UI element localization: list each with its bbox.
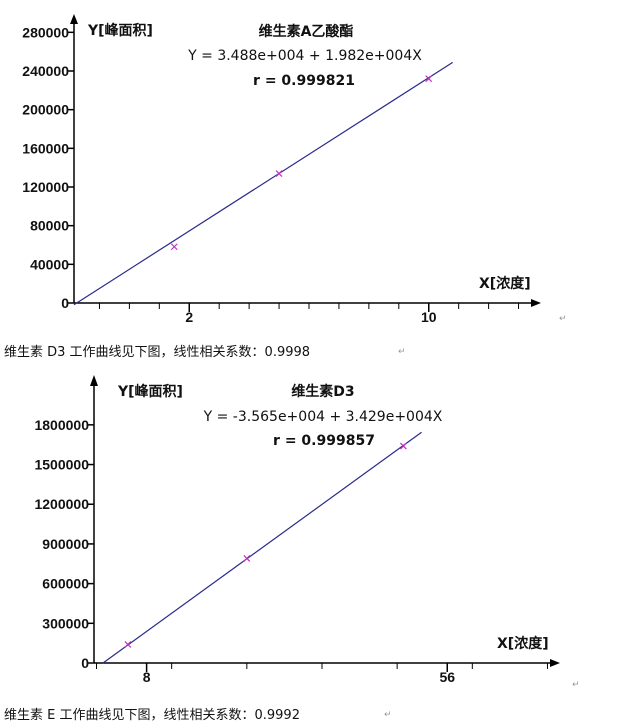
chart-vitamin-a-acetate: Y[峰面积] X[浓度] 维生素A乙酸酯 Y = 3.488e+004 + 1.… bbox=[22, 14, 541, 325]
chart-title: 维生素D3 bbox=[291, 383, 354, 400]
x-tick-label: 2 bbox=[185, 309, 193, 325]
y-tick-label: 900000 bbox=[42, 536, 89, 552]
data-point bbox=[275, 170, 283, 177]
paragraph-mark-1: ↵ bbox=[559, 314, 567, 324]
data-point bbox=[399, 442, 407, 450]
data-points bbox=[124, 442, 407, 648]
fit-line bbox=[102, 431, 422, 664]
y-tick-label: 600000 bbox=[42, 576, 89, 592]
x-axis-label: X[浓度] bbox=[479, 275, 531, 292]
x-tick-label: 8 bbox=[143, 669, 151, 685]
fit-line bbox=[73, 61, 454, 306]
paragraph-mark-4: ↵ bbox=[384, 710, 392, 720]
data-points bbox=[170, 75, 433, 251]
y-axis-label: Y[峰面积] bbox=[87, 22, 153, 39]
caption-d3: 维生素 D3 工作曲线见下图，线性相关系数：0.9998 bbox=[4, 345, 311, 360]
y-tick-label: 0 bbox=[81, 655, 89, 671]
y-ticks: 0 40000 80000 120000 160000 200000 240000 28000… bbox=[22, 24, 74, 311]
chart-vitamin-d3: Y[峰面积] X[浓度] 维生素D3 Y = -3.565e+004 + 3.4… bbox=[34, 375, 560, 685]
data-point bbox=[425, 75, 433, 83]
x-tick-label: 56 bbox=[439, 669, 455, 685]
y-tick-label: 1800000 bbox=[34, 417, 89, 433]
y-tick-label: 120000 bbox=[22, 179, 69, 195]
correlation-r: r = 0.999857 bbox=[273, 433, 375, 449]
y-tick-label: 1500000 bbox=[34, 457, 89, 473]
data-point bbox=[124, 641, 132, 648]
y-tick-label: 280000 bbox=[22, 24, 69, 40]
minor-x-ticks bbox=[98, 303, 520, 309]
y-tick-label: 80000 bbox=[30, 218, 69, 234]
x-axis-arrow bbox=[531, 299, 541, 307]
x-axis-label: X[浓度] bbox=[497, 635, 549, 652]
y-axis-arrow bbox=[90, 375, 98, 386]
y-tick-label: 240000 bbox=[22, 63, 69, 79]
fit-equation: Y = 3.488e+004 + 1.982e+004X bbox=[187, 48, 422, 64]
y-tick-label: 160000 bbox=[22, 140, 69, 156]
chart-title: 维生素A乙酸酯 bbox=[259, 23, 354, 40]
y-tick-label: 1200000 bbox=[34, 496, 89, 512]
y-axis-arrow bbox=[70, 14, 78, 24]
paragraph-mark-2: ↵ bbox=[398, 347, 406, 357]
y-tick-label: 0 bbox=[61, 295, 69, 311]
minor-x-ticks bbox=[96, 663, 548, 669]
x-ticks: 8 56 bbox=[143, 663, 455, 685]
y-tick-label: 300000 bbox=[42, 615, 89, 631]
x-axis-arrow bbox=[550, 659, 560, 667]
x-tick-label: 10 bbox=[421, 309, 437, 325]
fit-equation: Y = -3.565e+004 + 3.429e+004X bbox=[203, 409, 443, 425]
paragraph-mark-3: ↵ bbox=[572, 680, 580, 690]
fit-line-group bbox=[102, 431, 422, 664]
y-tick-label: 200000 bbox=[22, 102, 69, 118]
fit-line-group bbox=[73, 61, 454, 306]
y-axis-label: Y[峰面积] bbox=[117, 383, 183, 400]
data-point bbox=[243, 555, 251, 562]
y-ticks: 0 300000 600000 900000 1200000 1500000 1800000 bbox=[34, 417, 94, 671]
caption-e: 维生素 E 工作曲线见下图，线性相关系数：0.9992 bbox=[4, 708, 300, 723]
correlation-r: r = 0.999821 bbox=[253, 73, 355, 89]
data-point bbox=[170, 243, 178, 251]
y-tick-label: 40000 bbox=[30, 256, 69, 272]
